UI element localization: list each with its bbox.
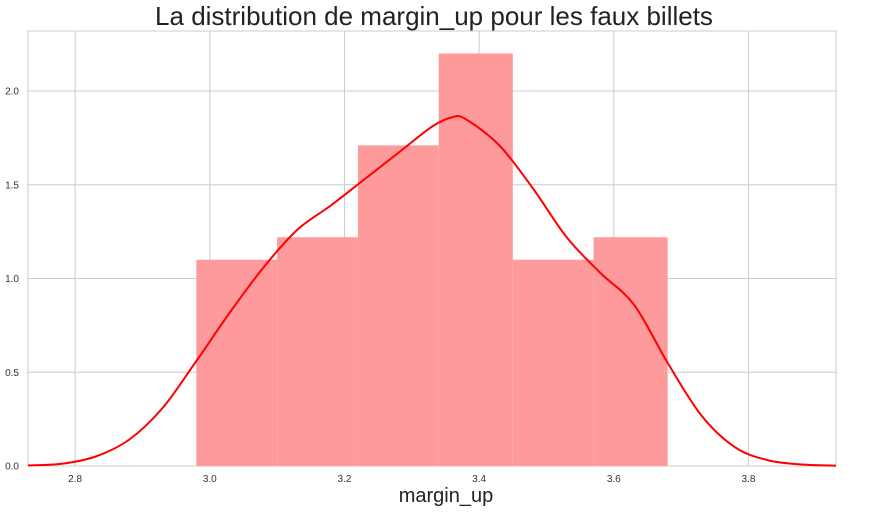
- x-tick-label: 3.6: [607, 474, 621, 485]
- histogram-bar: [438, 53, 513, 466]
- kde-curve-group: [27, 114, 837, 467]
- x-tick-label: 2.8: [68, 474, 82, 485]
- y-tick-label: 0.5: [5, 368, 19, 379]
- x-axis-label: margin_up: [399, 485, 494, 507]
- histogram-bars: [196, 53, 668, 466]
- histogram-bar: [277, 237, 358, 466]
- histogram-bar: [196, 259, 278, 466]
- x-tick-label: 3.4: [472, 474, 486, 485]
- chart-title: La distribution de margin_up pour les fa…: [155, 1, 713, 31]
- x-tick-label: 3.0: [203, 474, 217, 485]
- histogram-bar: [357, 145, 439, 466]
- histogram-bar: [512, 259, 594, 466]
- x-axis-ticks: 2.8 3.0 3.2 3.4 3.6 3.8: [68, 474, 756, 485]
- x-tick-label: 3.2: [338, 474, 352, 485]
- y-tick-label: 0.0: [5, 462, 19, 473]
- kde-line: [27, 114, 837, 467]
- y-tick-label: 2.0: [5, 87, 19, 98]
- y-tick-label: 1.0: [5, 274, 19, 285]
- histogram-bar: [593, 237, 668, 466]
- y-axis-ticks: 0.0 0.5 1.0 1.5 2.0: [5, 87, 19, 473]
- x-tick-label: 3.8: [742, 474, 756, 485]
- y-tick-label: 1.5: [5, 180, 19, 191]
